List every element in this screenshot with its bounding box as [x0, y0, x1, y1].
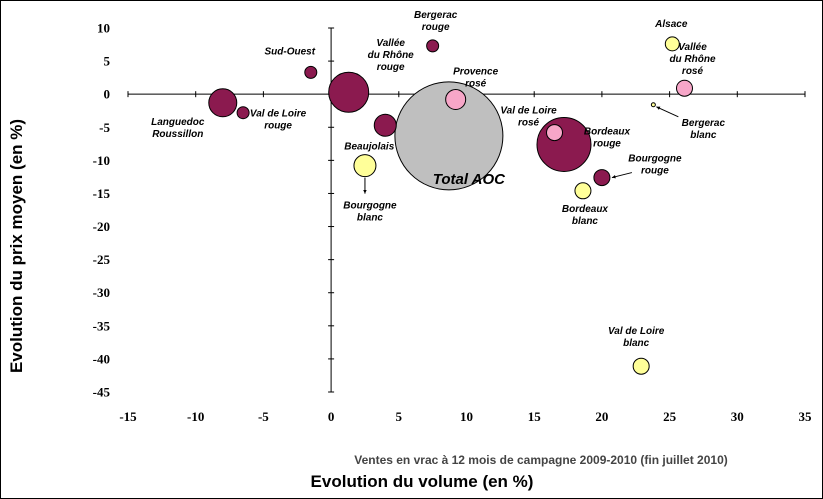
bubble-label-beaujolais: Beaujolais [344, 141, 394, 152]
bubble-bergerac-blanc [650, 102, 656, 108]
leader-arrowhead-bourgogne-blanc [363, 190, 367, 194]
leader-arrowhead-bourgogne-rouge [611, 175, 616, 179]
leader-line-bergerac-blanc [656, 106, 679, 118]
bubble-label-bourgogne-blanc: Bourgogne blanc [343, 201, 397, 224]
bubble-label-bergerac-rouge: Bergerac rouge [414, 10, 458, 33]
y-tick-label: 10 [97, 21, 110, 36]
y-tick-label: 5 [104, 54, 111, 69]
bubble-vallee-du-rhone-rouge [328, 71, 370, 113]
x-tick-label: 30 [731, 409, 744, 424]
x-axis-title: Evolution du volume (en %) [311, 472, 534, 491]
chart-subtitle: Ventes en vrac à 12 mois de campagne 200… [354, 453, 728, 467]
leader-arrowhead-bergerac-blanc [656, 106, 661, 110]
x-tick-label: 10 [460, 409, 473, 424]
bubble-languedoc-roussillon [208, 88, 238, 118]
y-tick-label: -20 [93, 219, 110, 234]
bubble-bordeaux-rouge [536, 116, 592, 172]
bubble-val-de-loire-blanc [632, 357, 650, 375]
bubble-total-aoc [394, 81, 504, 191]
bubble-label-bourgogne-rouge: Bourgogne rouge [628, 154, 682, 177]
y-tick-label: -25 [93, 252, 111, 267]
x-tick-label: -15 [119, 409, 137, 424]
bubble-vallee-du-rhone-rose [675, 79, 693, 97]
bubble-beaujolais [373, 113, 397, 137]
bubble-val-de-loire-rouge [236, 106, 250, 120]
x-tick-label: 5 [396, 409, 403, 424]
x-tick-label: 0 [328, 409, 335, 424]
bubble-label-total-aoc: Total AOC [433, 171, 506, 188]
bubble-provence-rose [445, 88, 467, 110]
x-tick-label: -5 [258, 409, 269, 424]
bubble-label-vallee-du-rhone-rouge: Vallée du Rhône rouge [368, 38, 415, 73]
y-tick-label: -40 [93, 351, 110, 366]
x-tick-label: 15 [528, 409, 542, 424]
bubble-label-bordeaux-rouge: Bordeaux rouge [584, 126, 631, 149]
bubble-bourgogne-rouge [593, 169, 611, 187]
x-tick-label: 25 [663, 409, 677, 424]
x-tick-label: 20 [595, 409, 608, 424]
bubble-label-sud-ouest: Sud-Ouest [265, 46, 316, 57]
y-tick-label: -35 [93, 318, 111, 333]
y-tick-label: -10 [93, 153, 110, 168]
y-axis-title: Evolution du prix moyen (en %) [7, 119, 26, 373]
bubble-label-provence-rose: Provence rosé [453, 66, 498, 89]
bubble-labels-layer: Languedoc Roussillon Val de Loire rouge Sud-… [151, 10, 725, 349]
bubble-val-de-loire-rose [546, 124, 564, 142]
bubble-label-alsace: Alsace [654, 19, 688, 30]
x-tick-label: -10 [187, 409, 204, 424]
bubbles-layer [208, 36, 693, 375]
bubble-label-val-de-loire-rose: Val de Loire rosé [500, 106, 557, 129]
bubble-label-val-de-loire-rouge: Val de Loire rouge [250, 109, 307, 132]
x-tick-label: 35 [799, 409, 813, 424]
bubble-label-bordeaux-blanc: Bordeaux blanc [562, 204, 609, 227]
bubble-bourgogne-blanc [353, 154, 377, 178]
axes-layer: -15 -10 -5 0 5 10 15 20 25 30 35 10 5 0 -5 -10 -15 -20 -25… [93, 21, 812, 425]
bubble-label-bergerac-blanc: Bergerac blanc [682, 118, 726, 141]
bubble-sud-ouest [304, 65, 318, 79]
bubble-label-vallee-du-rhone-rose: Vallée du Rhône rosé [669, 42, 716, 77]
bubble-label-languedoc-roussillon: Languedoc Roussillon [151, 117, 205, 140]
y-tick-label: -30 [93, 285, 110, 300]
y-tick-label: -15 [93, 186, 111, 201]
bubble-bergerac-rouge [426, 39, 440, 53]
y-tick-label: -5 [99, 120, 110, 135]
y-tick-label: -45 [93, 385, 111, 400]
bubble-label-val-de-loire-blanc: Val de Loire blanc [608, 326, 665, 349]
bubble-alsace [664, 36, 680, 52]
leader-lines-layer [363, 106, 679, 194]
bubble-bordeaux-blanc [574, 182, 592, 200]
y-tick-label: 0 [104, 87, 111, 102]
